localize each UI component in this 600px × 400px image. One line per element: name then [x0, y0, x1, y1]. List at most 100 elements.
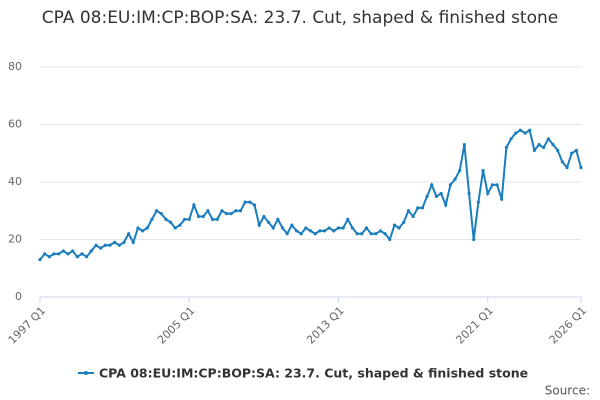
point: [332, 229, 336, 233]
point: [122, 240, 126, 244]
point: [66, 252, 70, 256]
point: [220, 209, 224, 213]
point: [500, 197, 504, 201]
point: [355, 232, 359, 236]
point: [290, 223, 294, 227]
point: [234, 209, 238, 213]
point: [131, 240, 135, 244]
point: [294, 229, 299, 233]
x-tick-label: 1997 Q1: [6, 304, 49, 347]
point: [486, 191, 490, 196]
point: [364, 226, 369, 230]
point: [215, 217, 219, 221]
chart-title: CPA 08:EU:IM:CP:BOP:SA: 23.7. Cut, shape…: [41, 8, 559, 28]
y-tick-label: 80: [8, 60, 22, 73]
point: [89, 249, 93, 253]
point: [57, 252, 61, 256]
point: [476, 200, 480, 204]
point: [276, 217, 280, 221]
point: [453, 177, 457, 181]
point: [285, 232, 289, 236]
point: [271, 226, 275, 230]
point: [229, 212, 233, 216]
point: [210, 217, 215, 221]
point: [434, 194, 439, 198]
point: [518, 128, 522, 132]
point: [196, 214, 201, 219]
point: [257, 223, 261, 227]
point: [182, 217, 187, 221]
point: [262, 214, 266, 219]
point: [462, 143, 467, 147]
point: [579, 166, 583, 170]
y-tick-label: 20: [8, 233, 22, 246]
point: [252, 203, 257, 207]
point: [103, 243, 107, 247]
point: [192, 203, 196, 207]
point: [560, 160, 564, 164]
x-tick-label: 2026 Q1: [547, 304, 590, 347]
line: [39, 128, 582, 261]
point: [108, 243, 112, 247]
point: [150, 217, 154, 221]
point: [574, 148, 578, 152]
point: [313, 232, 317, 236]
source-label: Source:: [545, 384, 590, 398]
point: [327, 226, 331, 230]
point: [187, 217, 191, 221]
point: [61, 249, 65, 253]
point: [532, 148, 536, 152]
point: [472, 237, 476, 242]
point: [127, 232, 131, 236]
point: [490, 183, 494, 187]
point: [99, 246, 103, 250]
point: [304, 226, 308, 230]
y-tick-label: 60: [8, 118, 22, 131]
point: [38, 258, 42, 262]
point: [565, 166, 569, 170]
point: [75, 255, 79, 259]
point: [248, 200, 252, 204]
point: [528, 128, 532, 132]
point: [238, 209, 243, 213]
point: [280, 226, 285, 230]
point: [346, 217, 350, 221]
point: [71, 249, 75, 253]
point: [556, 148, 560, 152]
point: [402, 220, 406, 224]
x-tick-label: 2013 Q1: [304, 304, 347, 347]
point: [369, 232, 373, 236]
point: [299, 232, 303, 236]
point: [43, 252, 47, 256]
legend-label: CPA 08:EU:IM:CP:BOP:SA: 23.7. Cut, shape…: [99, 366, 528, 381]
point: [523, 131, 527, 135]
point: [448, 183, 453, 187]
y-tick-label: 0: [15, 290, 22, 303]
point: [318, 229, 322, 233]
point: [136, 226, 140, 230]
point: [80, 252, 84, 256]
point: [388, 237, 392, 242]
point: [406, 209, 411, 213]
point: [47, 255, 51, 259]
x-tick-label: 2005 Q1: [155, 304, 198, 347]
point: [570, 151, 574, 155]
point: [117, 243, 121, 247]
point: [504, 145, 508, 150]
point: [113, 240, 117, 244]
point: [495, 183, 499, 187]
point: [308, 229, 313, 233]
point: [85, 255, 89, 259]
point: [350, 226, 355, 230]
point: [514, 131, 518, 135]
point: [397, 226, 401, 230]
point: [52, 252, 56, 256]
point: [546, 137, 550, 141]
point: [201, 214, 205, 219]
point: [374, 232, 378, 236]
x-tick-label: 2021 Q1: [453, 304, 496, 347]
point: [411, 214, 415, 219]
point: [551, 143, 555, 147]
point: [243, 200, 247, 204]
